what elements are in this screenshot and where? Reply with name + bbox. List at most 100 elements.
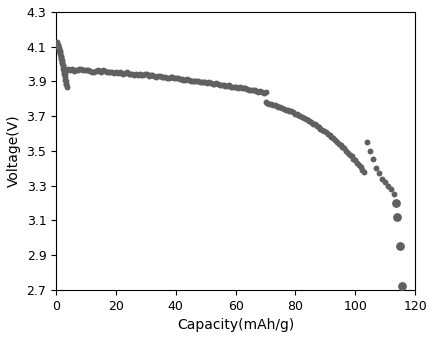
Point [145, 73, 152, 78]
Point [189, 78, 196, 84]
Point [57, 53, 64, 58]
Point [81, 67, 88, 73]
Point [116, 69, 123, 75]
Point [56, 46, 62, 52]
Point [357, 164, 364, 170]
Point [222, 83, 229, 88]
Point [62, 77, 69, 82]
Point [67, 67, 74, 73]
Point [151, 73, 158, 79]
Point [62, 81, 69, 86]
Point [61, 71, 68, 76]
Point [271, 103, 278, 108]
Point [291, 111, 298, 116]
Point [350, 156, 357, 161]
Point [65, 66, 72, 72]
Point [59, 62, 66, 67]
Point [123, 70, 130, 75]
Point [337, 142, 344, 148]
Point [127, 72, 134, 77]
Point [262, 89, 269, 95]
Point [105, 69, 112, 74]
Point [62, 78, 69, 84]
Point [233, 84, 240, 90]
Point [185, 77, 192, 82]
Point [300, 115, 307, 121]
Point [180, 77, 187, 82]
Point [385, 183, 392, 188]
Point [313, 123, 320, 129]
Point [120, 71, 127, 77]
Point [295, 112, 302, 118]
Point [367, 148, 374, 154]
Point [264, 100, 271, 105]
Point [53, 40, 60, 45]
Point [220, 82, 227, 88]
Point [176, 76, 183, 82]
Point [111, 70, 118, 76]
Point [56, 48, 63, 54]
Point [218, 82, 225, 87]
Point [247, 87, 254, 93]
Point [256, 88, 263, 94]
Point [98, 69, 105, 74]
Point [255, 89, 262, 95]
Point [231, 84, 238, 89]
Point [94, 67, 101, 73]
Point [270, 102, 276, 108]
Point [335, 141, 342, 146]
Point [355, 162, 362, 168]
Point [288, 109, 295, 114]
Point [59, 64, 66, 69]
Point [373, 165, 380, 171]
Point [215, 81, 222, 87]
Point [204, 80, 210, 85]
Point [78, 66, 85, 72]
Point [141, 72, 148, 77]
Point [321, 128, 328, 134]
Point [388, 186, 395, 192]
Point [326, 133, 333, 138]
Point [171, 75, 178, 81]
Point [273, 103, 280, 109]
Point [114, 70, 121, 75]
Point [202, 79, 209, 84]
Point [297, 113, 304, 119]
Point [240, 85, 247, 91]
Point [140, 72, 147, 78]
Point [370, 157, 377, 162]
Point [54, 42, 61, 47]
Point [55, 44, 62, 49]
Point [317, 126, 324, 131]
Point [324, 132, 331, 137]
Point [79, 67, 86, 73]
Point [249, 87, 256, 93]
Point [246, 87, 253, 93]
Point [122, 71, 128, 76]
Point [396, 244, 403, 249]
Point [304, 118, 311, 123]
Point [227, 84, 234, 89]
Point [262, 100, 269, 105]
Point [138, 72, 145, 78]
Point [129, 72, 136, 77]
Point [226, 82, 233, 88]
Point [54, 41, 61, 47]
Point [293, 111, 300, 117]
Point [251, 87, 258, 93]
Point [238, 85, 245, 91]
Point [364, 139, 371, 144]
Point [102, 69, 108, 74]
Point [332, 138, 339, 143]
Y-axis label: Voltage(V): Voltage(V) [7, 115, 21, 187]
Point [213, 81, 220, 86]
Point [253, 88, 260, 94]
Point [107, 69, 114, 75]
Point [167, 75, 174, 80]
Point [89, 69, 95, 74]
Point [194, 78, 201, 84]
Point [200, 80, 207, 85]
Point [280, 106, 287, 111]
Point [315, 125, 322, 130]
Point [339, 144, 346, 149]
